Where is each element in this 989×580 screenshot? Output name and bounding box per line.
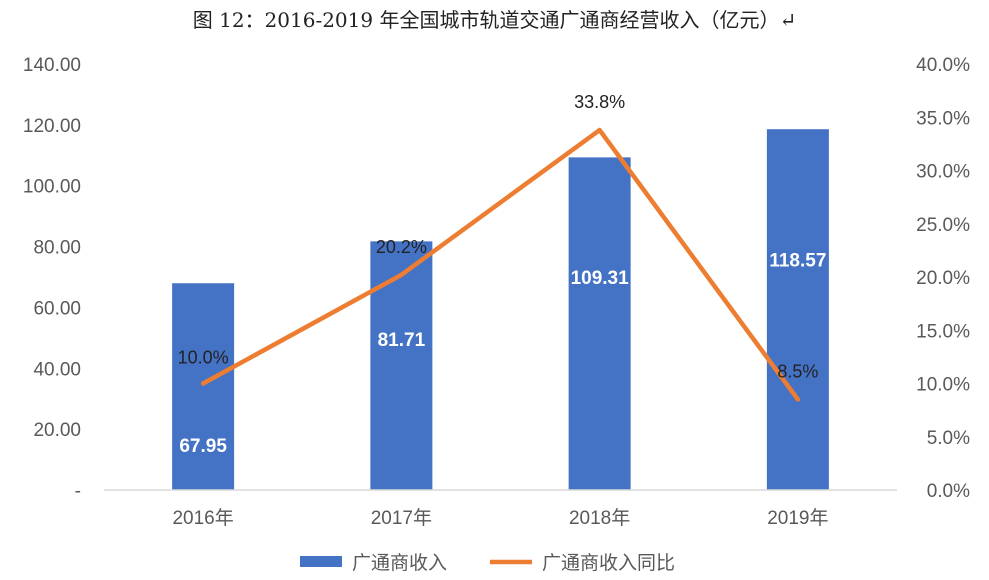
legend-bar-swatch — [300, 556, 342, 567]
right-axis-tick-label: 15.0% — [916, 321, 970, 342]
bar-value-label: 81.71 — [378, 330, 426, 351]
yoy-point — [400, 273, 403, 276]
right-axis-tick-label: 25.0% — [916, 215, 970, 236]
right-axis-tick-label: 30.0% — [916, 162, 970, 183]
left-axis-tick-label: 100.00 — [23, 177, 81, 198]
right-axis-tick-label: 35.0% — [916, 108, 970, 129]
right-axis-tick-label: 40.0% — [916, 55, 970, 76]
line-value-label: 33.8% — [574, 92, 625, 112]
bar-2017年 — [370, 241, 433, 490]
line-value-label: 8.5% — [777, 361, 818, 381]
bar-value-label: 109.31 — [571, 268, 630, 289]
bar-value-label: 118.57 — [769, 250, 826, 271]
legend-bar-label: 广通商收入 — [352, 552, 447, 574]
yoy-point — [796, 398, 799, 401]
right-axis-tick-label: 5.0% — [927, 428, 970, 449]
left-axis-tick-label: 140.00 — [23, 55, 81, 76]
right-axis-tick-label: 10.0% — [916, 375, 970, 396]
x-axis-tick-label: 2018年 — [569, 507, 630, 529]
bar-2018年 — [568, 157, 631, 490]
right-axis-tick-label: 0.0% — [927, 481, 970, 502]
x-axis-tick-label: 2016年 — [172, 507, 233, 529]
left-axis-tick-label: 60.00 — [33, 298, 81, 319]
line-value-label: 10.0% — [178, 348, 229, 368]
bar-2019年 — [766, 129, 829, 490]
left-axis-tick-label: 40.00 — [33, 359, 81, 380]
chart-title: 图 12：2016-2019 年全国城市轨道交通广通商经营收入（亿元）↵ — [192, 8, 797, 32]
left-axis-tick-label: 120.00 — [23, 116, 81, 137]
left-axis-tick-label: - — [75, 481, 81, 502]
legend-line-label: 广通商收入同比 — [542, 552, 675, 574]
yoy-point — [202, 382, 205, 385]
line-value-label: 20.2% — [376, 237, 427, 257]
yoy-point — [598, 129, 601, 132]
bar-2016年 — [172, 283, 235, 490]
bar-value-label: 67.95 — [179, 436, 227, 457]
x-axis-tick-label: 2017年 — [371, 507, 432, 529]
right-axis-tick-label: 20.0% — [916, 268, 970, 289]
left-axis-tick-label: 80.00 — [33, 238, 81, 259]
yoy-line — [200, 127, 801, 402]
left-axis-tick-label: 20.00 — [33, 420, 81, 441]
x-axis-tick-label: 2019年 — [767, 507, 828, 529]
